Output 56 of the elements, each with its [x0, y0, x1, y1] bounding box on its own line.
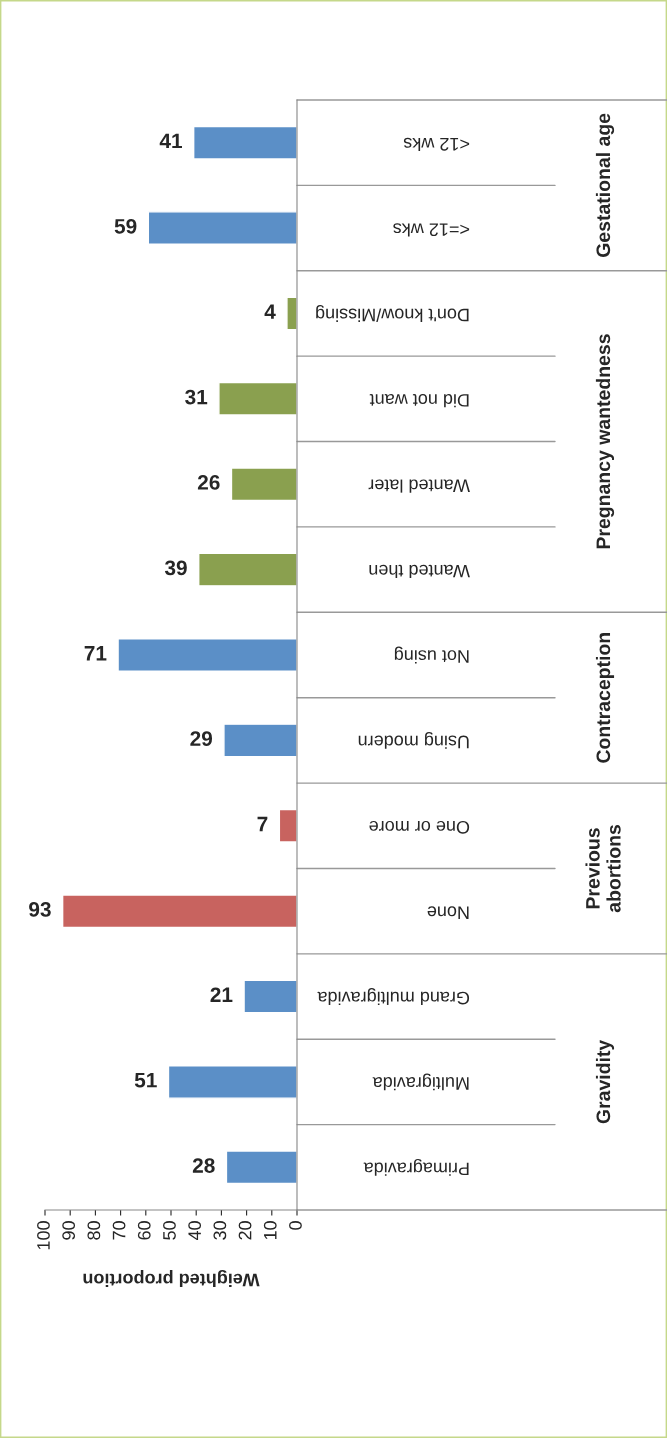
y-tick-label: Did not want — [369, 394, 469, 408]
x-tick-label: 60 — [137, 1221, 151, 1240]
bar — [147, 211, 297, 245]
bar — [218, 381, 297, 416]
bar — [223, 723, 297, 758]
text: Previous abortions — [585, 824, 621, 913]
data-label: 7 — [257, 816, 268, 832]
data-label: 4 — [264, 304, 276, 319]
data-label: 28 — [192, 1158, 215, 1173]
y-tick-label: <12 wks — [403, 137, 470, 152]
data-label: 26 — [197, 475, 220, 490]
bar — [230, 467, 297, 502]
x-tick-label: 70 — [112, 1221, 126, 1240]
y-tick-label: Primagravida — [363, 1158, 469, 1176]
y-tick-label: Not using — [394, 646, 469, 664]
data-label: 51 — [134, 1072, 157, 1088]
data-label: 71 — [84, 646, 107, 661]
text: Gestational age — [595, 113, 615, 257]
data-label: 93 — [29, 901, 51, 917]
data-label: 39 — [164, 560, 187, 576]
y-tick-label: Using modern — [358, 731, 469, 749]
bar — [167, 1065, 297, 1099]
bar — [198, 552, 297, 587]
x-tick-label: 40 — [188, 1221, 202, 1241]
y-tick-label: Multigravida — [372, 1073, 469, 1091]
bar — [61, 894, 297, 929]
y-tick-label: None — [427, 906, 469, 919]
x-tick-label: 0 — [289, 1221, 302, 1230]
bar — [117, 638, 297, 672]
x-tick-label: 50 — [163, 1221, 176, 1240]
y-tick-label: One or more — [369, 820, 470, 834]
x-tick-label: 30 — [213, 1221, 227, 1240]
x-tick-label: 100 — [37, 1221, 50, 1250]
x-tick-label: 10 — [263, 1221, 277, 1240]
bar — [278, 808, 297, 843]
x-tick-label: 80 — [87, 1221, 101, 1240]
data-label: 59 — [114, 218, 137, 234]
x-tick-label: 90 — [62, 1221, 76, 1240]
y-tick-label: <=12 wks — [393, 223, 470, 237]
text: Contraception — [595, 633, 615, 763]
text: Pregnancy wantedness — [595, 334, 615, 549]
data-label: 41 — [159, 133, 182, 149]
data-label: 21 — [210, 987, 233, 1002]
bar — [286, 296, 297, 331]
data-label: 29 — [190, 731, 213, 746]
bar — [225, 1150, 297, 1185]
x-axis-title: Weighted proportion — [83, 1269, 260, 1287]
text: Gravidity — [595, 1039, 615, 1124]
bar — [243, 979, 297, 1014]
y-tick-label: Wanted later — [368, 479, 470, 493]
x-tick-label: 20 — [238, 1221, 252, 1240]
data-label: 31 — [185, 389, 208, 405]
y-tick-label: Grand multigravida — [317, 988, 470, 1005]
y-tick-label: Don't know/Missing — [316, 305, 469, 322]
y-tick-label: Wanted then — [369, 564, 470, 579]
bar — [192, 125, 297, 160]
